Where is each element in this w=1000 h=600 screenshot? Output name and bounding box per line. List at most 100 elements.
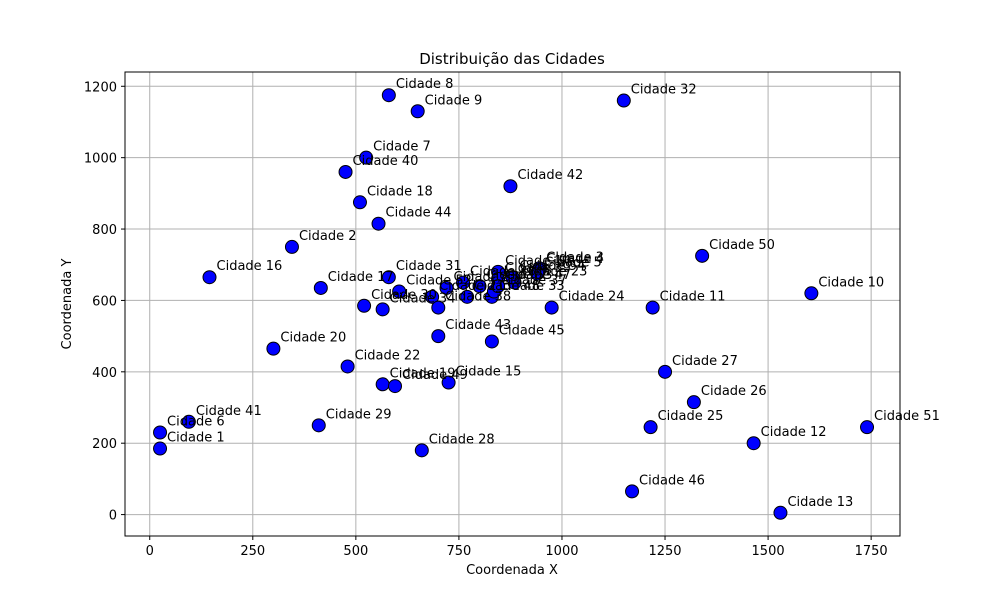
x-tick-label: 1250 xyxy=(648,544,681,559)
point-label: Cidade 50 xyxy=(709,238,775,253)
data-point xyxy=(439,280,454,295)
point-label: Cidade 6 xyxy=(167,414,225,429)
x-tick-label: 1500 xyxy=(752,544,785,559)
data-point xyxy=(503,179,518,194)
point-label: Cidade 42 xyxy=(517,168,583,183)
point-label: Cidade 37 xyxy=(501,274,567,289)
point-label: Cidade 46 xyxy=(639,473,705,488)
y-tick-label: 1000 xyxy=(84,152,117,167)
x-axis-label: Coordenada X xyxy=(466,563,558,578)
x-tick-label: 250 xyxy=(240,544,265,559)
point-label: Cidade 52 xyxy=(406,274,472,289)
point-label: Cidade 3 xyxy=(546,250,604,265)
point-label: Cidade 22 xyxy=(355,348,421,363)
data-point xyxy=(381,270,396,285)
data-point xyxy=(381,88,396,103)
point-label: Cidade 36 xyxy=(470,265,536,280)
point-label: Cidade 48 xyxy=(474,279,540,294)
data-point xyxy=(359,150,374,165)
data-point xyxy=(472,279,487,294)
data-point xyxy=(202,270,217,285)
point-label: Cidade 32 xyxy=(631,83,697,98)
axis-ticks: 0 250 500 750 1000 1250 1500 1750 0 200 400 600 800 1… xyxy=(84,80,888,559)
data-point xyxy=(773,505,788,520)
point-label: Cidade 23 xyxy=(522,265,588,280)
point-label: Cidade 2 xyxy=(299,229,357,244)
point-label: Cidade 49 xyxy=(402,368,468,383)
data-point xyxy=(338,164,353,179)
data-point xyxy=(804,286,819,301)
data-point xyxy=(616,93,631,108)
point-label: Cidade 43 xyxy=(445,318,511,333)
point-label: Cidade 51 xyxy=(874,409,940,424)
data-point xyxy=(695,248,710,263)
point-label: Cidade 41 xyxy=(196,404,262,419)
point-label: Cidade 38 xyxy=(445,290,511,305)
y-axis-label: Coordenada Y xyxy=(60,259,75,350)
x-tick-label: 1750 xyxy=(855,544,888,559)
data-point xyxy=(371,216,386,231)
point-label: Cidade 44 xyxy=(386,206,452,221)
data-point xyxy=(153,425,168,440)
y-tick-label: 800 xyxy=(92,223,117,238)
point-label: Cidade 21 xyxy=(439,279,505,294)
point-label: Cidade 9 xyxy=(425,93,483,108)
point-label: Cidade 39 xyxy=(505,261,571,276)
plot-frame xyxy=(124,71,901,537)
data-point xyxy=(431,300,446,315)
data-point xyxy=(425,289,440,304)
point-label: Cidade 8 xyxy=(396,77,454,92)
point-label: Cidade 30 xyxy=(371,288,437,303)
point-label: Cidade 27 xyxy=(672,354,738,369)
data-point xyxy=(491,279,506,294)
data-point xyxy=(313,280,328,295)
point-label: Cidade 1 xyxy=(167,431,225,446)
point-label: Cidade 31 xyxy=(396,259,462,274)
point-label: Cidade 29 xyxy=(326,407,392,422)
y-tick-label: 600 xyxy=(92,294,117,309)
y-tick-label: 200 xyxy=(92,437,117,452)
point-label: Cidade 18 xyxy=(367,184,433,199)
data-point xyxy=(484,334,499,349)
data-point xyxy=(357,298,372,313)
point-label: Cidade 11 xyxy=(660,290,726,305)
point-label: Cidade 33 xyxy=(499,279,565,294)
data-point xyxy=(746,436,761,451)
data-point xyxy=(311,418,326,433)
x-tick-label: 500 xyxy=(343,544,368,559)
data-point xyxy=(375,302,390,317)
data-point xyxy=(530,266,545,281)
point-label: Cidade 16 xyxy=(217,259,283,274)
point-label: Cidade 12 xyxy=(761,425,827,440)
point-label: Cidade 10 xyxy=(818,275,884,290)
data-point xyxy=(460,289,475,304)
point-label: Cidade 26 xyxy=(701,384,767,399)
x-tick-label: 750 xyxy=(446,544,471,559)
data-point xyxy=(352,195,367,210)
data-point xyxy=(414,443,429,458)
data-point xyxy=(505,270,520,285)
y-tick-label: 1200 xyxy=(84,80,117,95)
data-point xyxy=(456,275,471,290)
point-label: Cidade 7 xyxy=(373,140,431,155)
grid xyxy=(125,72,900,536)
point-label: Cidade 20 xyxy=(280,331,346,346)
x-tick-label: 1000 xyxy=(545,544,578,559)
data-point xyxy=(431,329,446,344)
data-point xyxy=(643,420,658,435)
point-label: Cidade 17 xyxy=(328,270,394,285)
point-label: Cidade 4 xyxy=(546,252,604,267)
point-label: Cidade 19 xyxy=(390,366,456,381)
data-point xyxy=(658,364,673,379)
data-point xyxy=(686,395,701,410)
x-tick-label: 0 xyxy=(146,544,154,559)
point-label: Cidade 40 xyxy=(353,154,419,169)
chart-title: Distribuição das Cidades xyxy=(419,50,605,68)
data-point xyxy=(375,377,390,392)
data-point xyxy=(441,375,456,390)
point-label: Cidade 24 xyxy=(559,290,625,305)
data-point xyxy=(181,414,196,429)
